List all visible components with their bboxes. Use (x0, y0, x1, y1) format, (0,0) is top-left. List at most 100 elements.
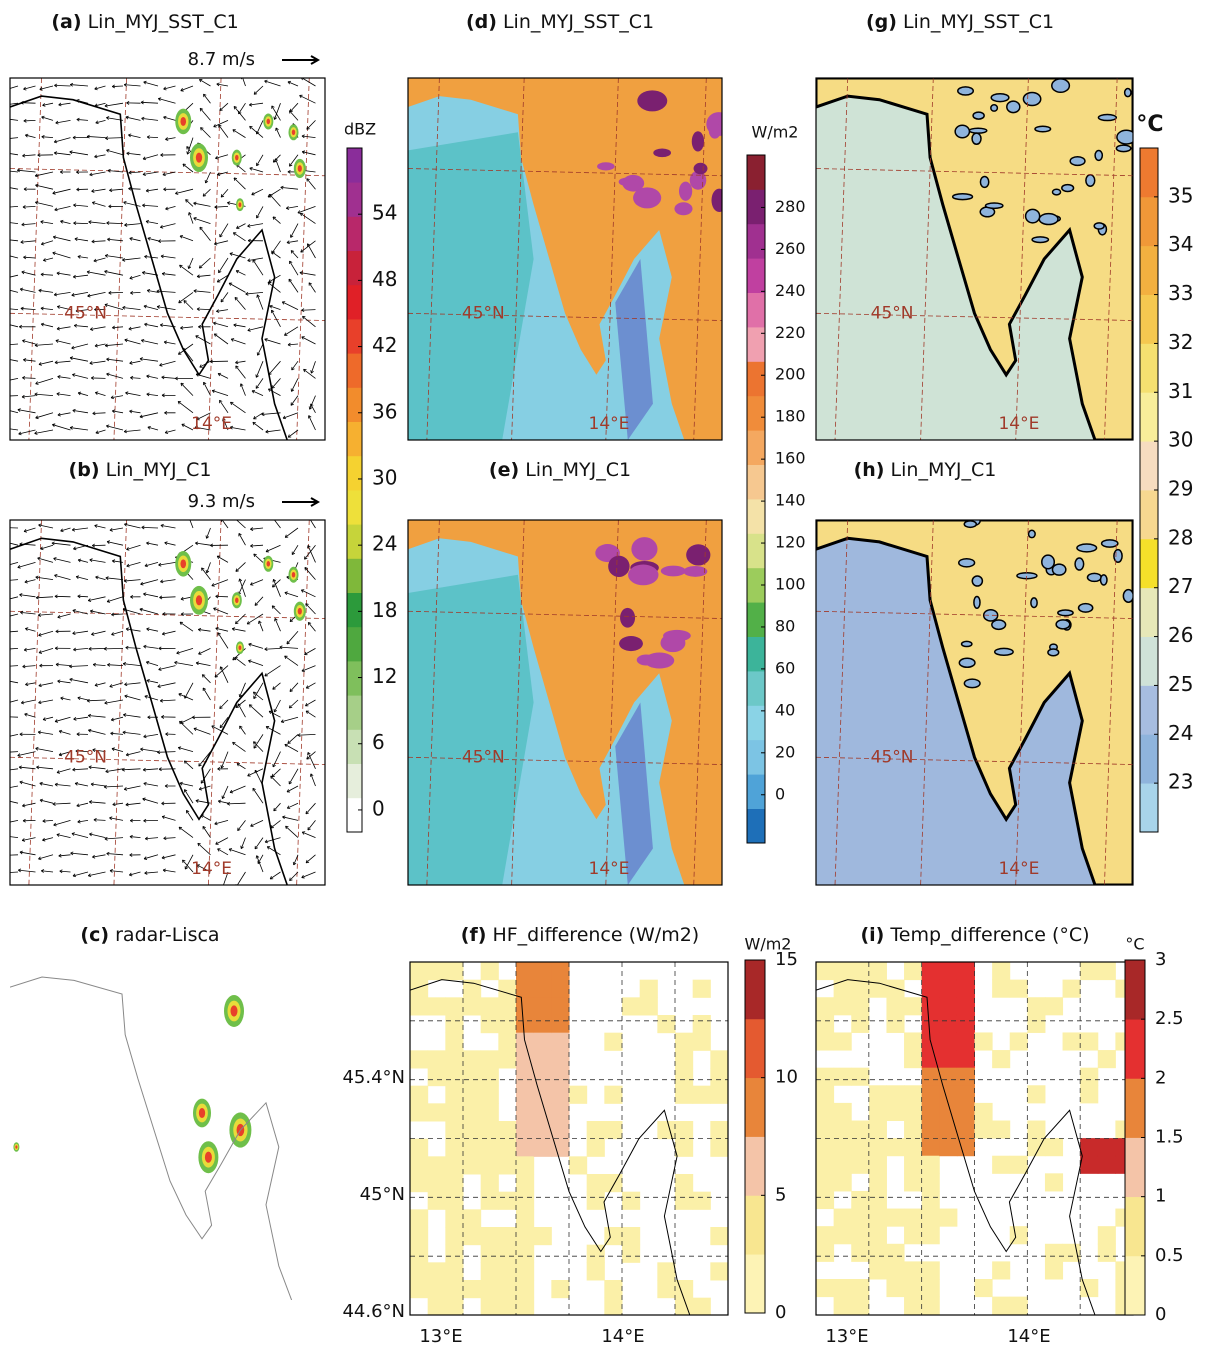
wind-vector (233, 130, 246, 138)
wind-vector (283, 413, 298, 418)
colorbar-bin (747, 396, 765, 431)
grid-cell (622, 1245, 640, 1263)
cool-spot (1058, 610, 1073, 616)
grid-cell (516, 1174, 534, 1192)
cool-spot (1035, 126, 1051, 131)
grid-cell (551, 1121, 569, 1139)
wind-vector (275, 618, 281, 631)
colorbar-bin (347, 661, 362, 696)
grid-cell (410, 1245, 428, 1263)
grid-cell (1063, 980, 1081, 998)
grid-cell (710, 1086, 728, 1104)
grid-cell (498, 1139, 516, 1157)
wind-vector (70, 85, 88, 86)
colorbar-tick-label: 5 (775, 1184, 786, 1205)
grid-cell (481, 1139, 499, 1157)
vector-arrow (282, 498, 318, 506)
wind-vector (72, 292, 88, 295)
grid-cell (851, 1226, 869, 1244)
grid-cell (816, 1103, 834, 1121)
cool-spot (1052, 189, 1060, 195)
wind-vector (287, 631, 298, 644)
wind-vector (130, 292, 140, 293)
echo-blob (199, 1108, 205, 1118)
wind-vector (196, 663, 210, 666)
colorbar-bin (747, 465, 765, 500)
lon-label: 14°E (998, 859, 1039, 879)
grid-cell (445, 1245, 463, 1263)
panel-title: (c) radar-Lisca (80, 924, 219, 946)
wind-vector (219, 400, 228, 413)
grid-cell (410, 1050, 428, 1068)
colorbar-tick-label: 260 (775, 239, 806, 258)
grid-cell (1027, 1015, 1045, 1033)
wind-vector (56, 120, 71, 123)
grid-cell (498, 1050, 516, 1068)
grid-cell (640, 997, 658, 1015)
coastline (10, 96, 287, 440)
grid-cell (922, 1085, 940, 1103)
grid-cell (869, 1121, 887, 1139)
cool-spot (1086, 175, 1095, 186)
echo-blob (292, 572, 296, 578)
cool-spot (1079, 604, 1093, 612)
grid-cell (481, 1103, 499, 1121)
coastline (10, 538, 287, 885)
grid-cell (816, 1015, 834, 1033)
wind-vector (6, 187, 18, 189)
wind-vector (306, 604, 316, 614)
wind-vector (3, 118, 18, 120)
wind-vector (230, 427, 245, 430)
wind-vector (107, 854, 123, 855)
grid-cell (939, 1121, 957, 1139)
wind-vector (196, 336, 211, 344)
wind-vector (159, 597, 175, 598)
grid-cell (1027, 1121, 1045, 1139)
wind-vector (229, 283, 245, 292)
wind-vector (221, 292, 228, 302)
cool-spot (1062, 185, 1074, 192)
cool-spot (1048, 649, 1059, 656)
wind-vector (21, 308, 36, 309)
grid-cell (851, 962, 869, 980)
colorbar-bin (347, 764, 362, 799)
wind-vector (0, 786, 18, 790)
wind-vector (124, 85, 140, 86)
wind-vector (6, 614, 18, 617)
wind-vector (239, 103, 246, 114)
flux-peak (633, 187, 661, 208)
wind-vector (71, 853, 88, 855)
flux-peak (683, 566, 707, 577)
wind-vector (87, 700, 105, 701)
grid-cell (710, 1262, 728, 1280)
wind-vector (142, 118, 158, 120)
colorbar-tick-label: 48 (372, 267, 397, 291)
wind-vector (1, 86, 18, 91)
wind-vector (140, 609, 158, 614)
grid-cell (1098, 1138, 1116, 1156)
grid-cell (816, 1085, 834, 1103)
grid-cell (851, 1244, 869, 1262)
grid-cell (904, 1138, 922, 1156)
grid-cell (922, 1138, 940, 1156)
flux-peak (628, 565, 658, 586)
wind-vector (253, 260, 263, 276)
wind-vector (70, 152, 88, 155)
wind-vector (143, 155, 158, 159)
colorbar-tick-label: 240 (775, 281, 806, 300)
wind-vector (308, 622, 315, 631)
wind-vector (88, 597, 105, 601)
wind-vector (274, 803, 281, 811)
colorbar-bin (1140, 148, 1158, 197)
grid-cell (428, 1050, 446, 1068)
grid-cell (904, 1226, 922, 1244)
grid-cell (816, 1156, 834, 1174)
grid-cell (816, 1068, 834, 1086)
wind-vector (256, 378, 263, 388)
colorbar-bin (747, 809, 765, 844)
flux-peak (653, 149, 671, 158)
echo-blob (180, 559, 186, 568)
colorbar-bin (347, 353, 362, 388)
colorbar-tick-label: 28 (1168, 525, 1193, 549)
wind-vector (179, 827, 193, 837)
